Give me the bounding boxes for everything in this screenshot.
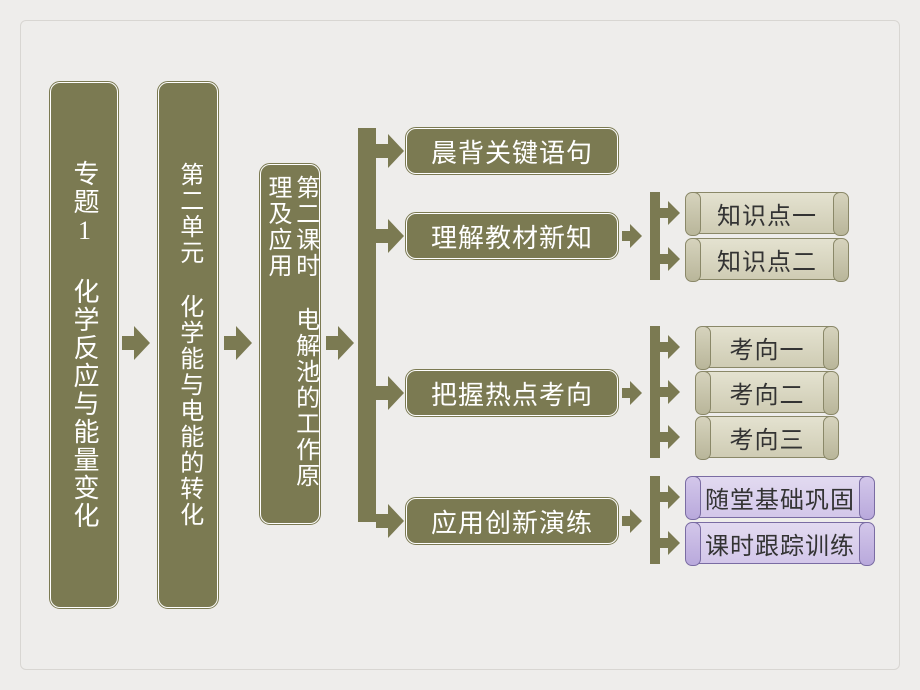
leaf-p1-label: 随堂基础巩固 <box>705 480 855 515</box>
branch-3-label: 把握热点考向 <box>431 375 593 412</box>
arrow-leaf-d2 <box>660 380 680 404</box>
level1-label: 专题1 化学反应与能量变化 <box>69 160 99 530</box>
branch-2-box: 理解教材新知 <box>406 213 618 259</box>
leaf-d2-label: 考向二 <box>730 375 805 410</box>
arrow-b3-bar <box>622 381 642 405</box>
leaf-d1-label: 考向一 <box>730 330 805 365</box>
leaf-d3: 考向三 <box>702 416 832 458</box>
arrow-leaf-p2 <box>660 531 680 555</box>
arrow-branch-2 <box>376 219 404 253</box>
leaf-k1: 知识点一 <box>692 192 842 234</box>
branch-2-label: 理解教材新知 <box>431 218 593 255</box>
arrow-b2-bar <box>622 224 642 248</box>
arrow-branch-1 <box>376 134 404 168</box>
arrow-l1-l2 <box>122 326 150 360</box>
branch-4-vbar <box>650 476 660 564</box>
arrow-branch-3 <box>376 376 404 410</box>
leaf-p2: 课时跟踪训练 <box>692 522 868 564</box>
leaf-k1-label: 知识点一 <box>717 196 817 231</box>
leaf-p1: 随堂基础巩固 <box>692 476 868 518</box>
leaf-d3-label: 考向三 <box>730 420 805 455</box>
level3-label: 第二课时 电解池的工作原理及应用 <box>262 175 317 513</box>
arrow-leaf-d3 <box>660 425 680 449</box>
leaf-k2: 知识点二 <box>692 238 842 280</box>
branch-4-label: 应用创新演练 <box>431 503 593 540</box>
level2-box: 第二单元 化学能与电能的转化 <box>158 82 218 608</box>
diagram-canvas: 专题1 化学反应与能量变化 第二单元 化学能与电能的转化 第二课时 电解池的工作… <box>0 0 920 690</box>
arrow-l3-bar <box>326 326 354 360</box>
arrow-l2-l3 <box>224 326 252 360</box>
leaf-p2-label: 课时跟踪训练 <box>705 526 855 561</box>
leaf-d1: 考向一 <box>702 326 832 368</box>
level1-box: 专题1 化学反应与能量变化 <box>50 82 118 608</box>
level3-box: 第二课时 电解池的工作原理及应用 <box>260 164 320 524</box>
level2-label: 第二单元 化学能与电能的转化 <box>174 162 202 528</box>
branch-2-vbar <box>650 192 660 280</box>
branch-1-box: 晨背关键语句 <box>406 128 618 174</box>
main-vbar <box>358 128 376 522</box>
arrow-leaf-p1 <box>660 485 680 509</box>
branch-4-box: 应用创新演练 <box>406 498 618 544</box>
arrow-leaf-k2 <box>660 247 680 271</box>
arrow-leaf-k1 <box>660 201 680 225</box>
leaf-k2-label: 知识点二 <box>717 242 817 277</box>
arrow-b4-bar <box>622 509 642 533</box>
branch-1-label: 晨背关键语句 <box>431 133 593 170</box>
arrow-branch-4 <box>376 504 404 538</box>
branch-3-vbar <box>650 326 660 458</box>
branch-3-box: 把握热点考向 <box>406 370 618 416</box>
arrow-leaf-d1 <box>660 335 680 359</box>
leaf-d2: 考向二 <box>702 371 832 413</box>
